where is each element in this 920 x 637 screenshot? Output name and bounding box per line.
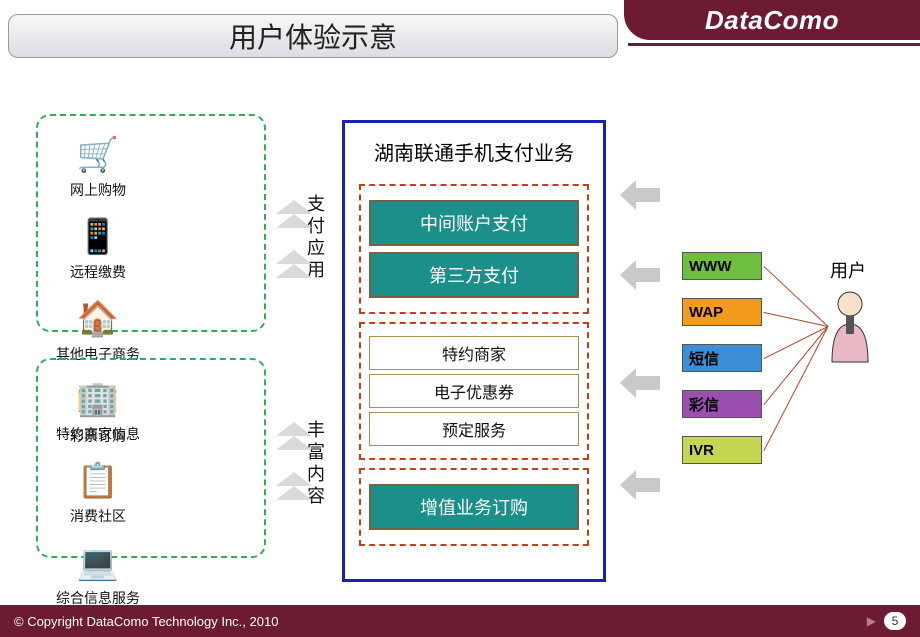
- item-label: 远程缴费: [70, 262, 126, 282]
- brand-logo: DataComo: [624, 0, 920, 40]
- arrow-left-icon: [620, 180, 664, 210]
- user-label: 用户: [830, 257, 866, 283]
- chevron-icon: [276, 200, 312, 236]
- computer-icon: 💻: [66, 538, 130, 588]
- diagram-canvas: 🛒网上购物 📱远程缴费 🏠其他电子商务 🎫彩票订购 🏢特约商家信息 📋消费社区 …: [0, 100, 920, 600]
- chevron-icon: [276, 422, 312, 458]
- channel-wap: WAP: [682, 298, 762, 326]
- connector-line: [764, 312, 828, 327]
- channel-www: WWW: [682, 252, 762, 280]
- service-item: 电子优惠券: [369, 374, 579, 408]
- connector-line: [764, 326, 829, 405]
- arrow-left-icon: [620, 260, 664, 290]
- channel-彩信: 彩信: [682, 390, 762, 418]
- brand-text: DataComo: [705, 5, 839, 36]
- chevron-icon: [276, 250, 312, 286]
- house-icon: 🏠: [66, 294, 130, 344]
- list-icon: 📋: [66, 456, 130, 506]
- user-figure-icon: [822, 288, 878, 364]
- item-merchant-info: 🏢特约商家信息: [48, 374, 148, 444]
- item-label: 网上购物: [70, 180, 126, 200]
- header-rule: [628, 43, 920, 46]
- payment-method: 中间账户支付: [369, 200, 579, 246]
- payment-method: 第三方支付: [369, 252, 579, 298]
- group-rich-content: 🏢特约商家信息 📋消费社区 💻综合信息服务: [36, 358, 266, 558]
- arrow-left-icon: [620, 470, 664, 500]
- page-triangle-icon: ▶: [867, 614, 876, 628]
- main-title: 湖南联通手机支付业务: [345, 123, 603, 176]
- service-item: 特约商家: [369, 336, 579, 370]
- page-number: 5: [884, 612, 906, 630]
- footer: © Copyright DataComo Technology Inc., 20…: [0, 605, 920, 637]
- item-remote-payment: 📱远程缴费: [48, 212, 148, 282]
- main-service-box: 湖南联通手机支付业务 中间账户支付 第三方支付 特约商家 电子优惠券 预定服务 …: [342, 120, 606, 582]
- connector-line: [764, 326, 829, 450]
- slide-title: 用户体验示意: [8, 14, 618, 58]
- item-online-shopping: 🛒网上购物: [48, 130, 148, 200]
- item-consumer-community: 📋消费社区: [48, 456, 148, 526]
- item-label: 特约商家信息: [56, 424, 140, 444]
- item-label: 消费社区: [70, 506, 126, 526]
- building-icon: 🏢: [66, 374, 130, 424]
- vas-box: 增值业务订购: [359, 468, 589, 546]
- shopping-icon: 🛒: [66, 130, 130, 180]
- item-other-ecommerce: 🏠其他电子商务: [48, 294, 148, 364]
- phone-icon: 📱: [66, 212, 130, 262]
- vas-item: 增值业务订购: [369, 484, 579, 530]
- copyright-text: © Copyright DataComo Technology Inc., 20…: [14, 614, 278, 629]
- item-info-service: 💻综合信息服务: [48, 538, 148, 608]
- chevron-icon: [276, 472, 312, 508]
- channel-短信: 短信: [682, 344, 762, 372]
- channel-ivr: IVR: [682, 436, 762, 464]
- group-payment-apps: 🛒网上购物 📱远程缴费 🏠其他电子商务 🎫彩票订购: [36, 114, 266, 332]
- service-item: 预定服务: [369, 412, 579, 446]
- payment-methods-box: 中间账户支付 第三方支付: [359, 184, 589, 314]
- services-box: 特约商家 电子优惠券 预定服务: [359, 322, 589, 460]
- arrow-left-icon: [620, 368, 664, 398]
- connector-line: [764, 266, 829, 327]
